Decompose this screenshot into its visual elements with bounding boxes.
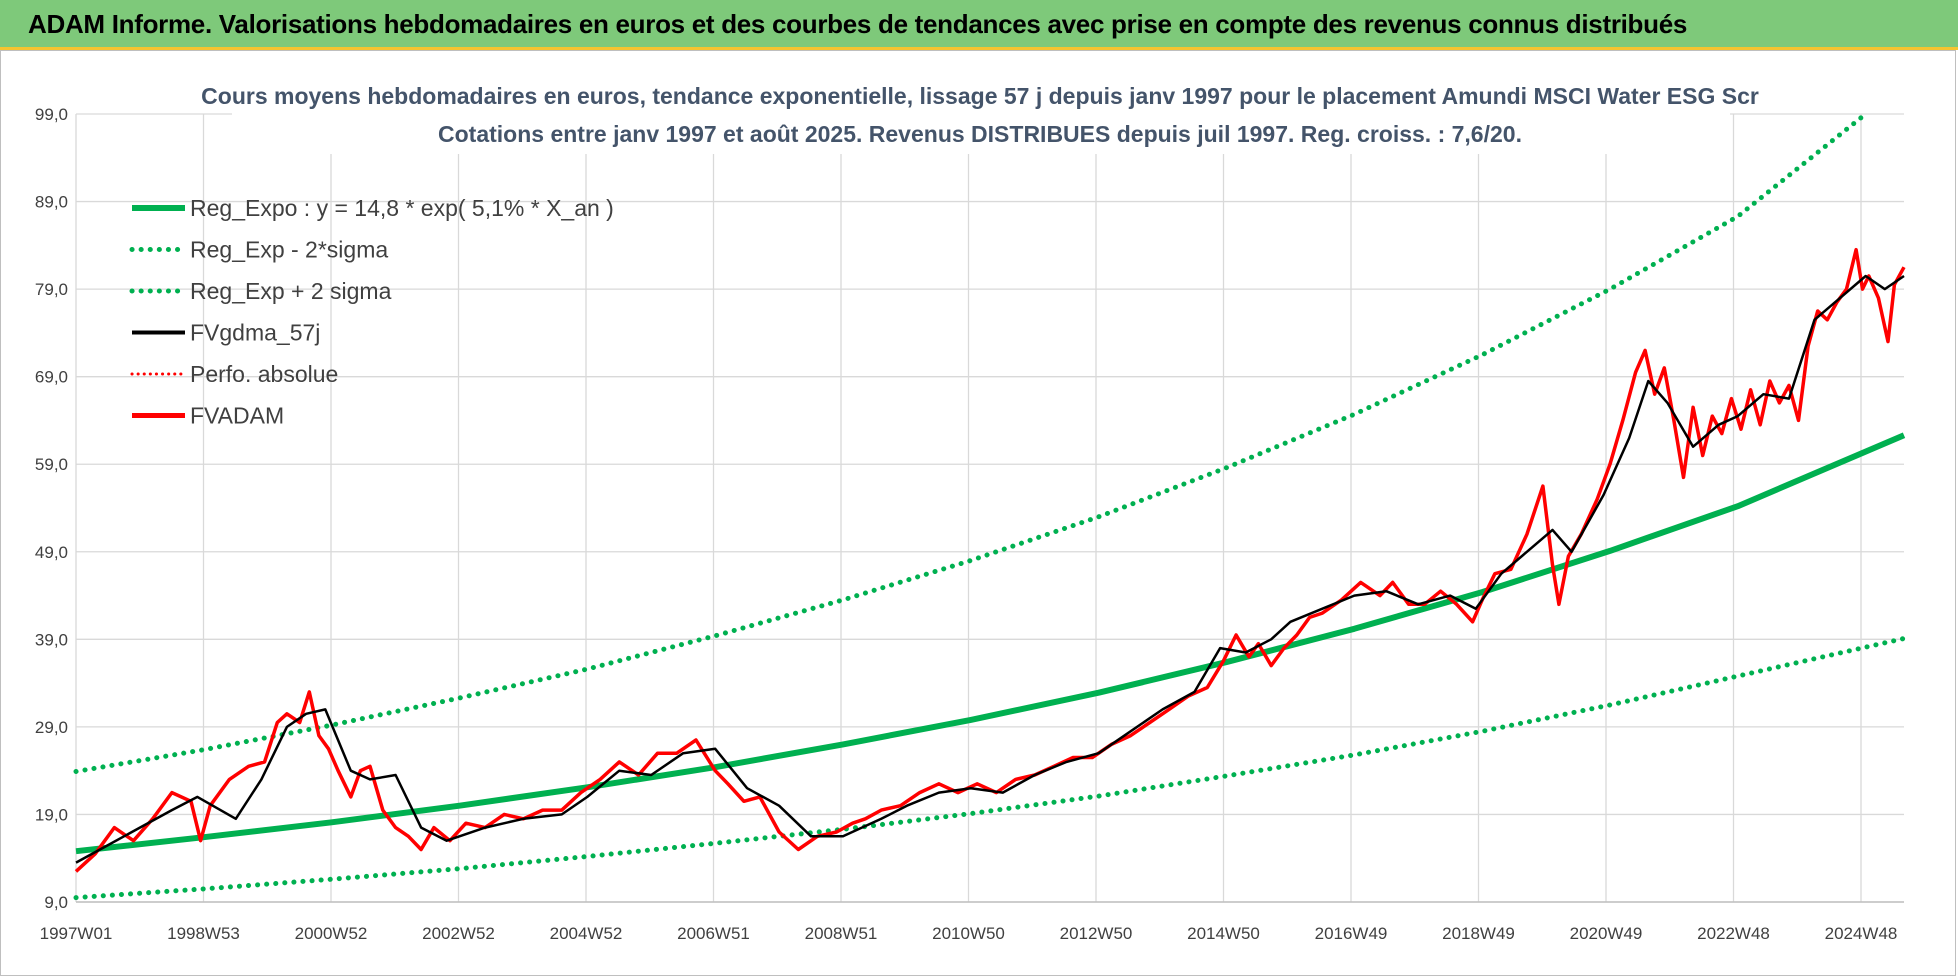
x-tick-label: 2012W50 [1060,924,1133,943]
x-tick-label: 2002W52 [422,924,495,943]
y-tick-label: 39,0 [35,630,68,649]
series-layer [73,111,1907,901]
chart-title-line-1: Cours moyens hebdomadaires en euros, ten… [201,83,1759,109]
x-tick-label: 1998W53 [167,924,240,943]
x-tick-label: 2014W50 [1187,924,1260,943]
chart-title-line-2: Cotations entre janv 1997 et août 2025. … [438,121,1522,147]
y-tick-label: 99,0 [35,105,68,124]
x-tick-label: 2004W52 [550,924,623,943]
x-tick-label: 2000W52 [295,924,368,943]
x-tick-label: 2010W50 [932,924,1005,943]
y-tick-label: 9,0 [44,893,68,912]
y-tick-label: 49,0 [35,543,68,562]
legend-label: FVADAM [190,403,284,429]
header-title: ADAM Informe. Valorisations hebdomadaire… [28,9,1688,39]
grid-lines [75,113,1904,903]
legend: Reg_Expo : y = 14,8 * exp( 5,1% * X_an )… [129,195,614,429]
x-tick-label: 2008W51 [805,924,878,943]
x-tick-label: 2022W48 [1697,924,1770,943]
y-tick-label: 79,0 [35,280,68,299]
x-tick-label: 2020W49 [1570,924,1643,943]
legend-label: Perfo. absolue [190,361,338,387]
chart-frame [0,50,1956,976]
header-bar: ADAM Informe. Valorisations hebdomadaire… [0,0,1958,50]
x-tick-label: 2024W48 [1825,924,1898,943]
legend-label: Reg_Exp - 2*sigma [190,237,388,263]
y-tick-label: 89,0 [35,193,68,212]
smoothed-57j-line [75,274,1905,864]
y-tick-label: 69,0 [35,368,68,387]
x-tick-label: 1997W01 [40,924,113,943]
x-tick-label: 2016W49 [1315,924,1388,943]
x-tick-label: 2018W49 [1442,924,1515,943]
y-tick-label: 19,0 [35,805,68,824]
fvadam-line [74,247,1906,873]
legend-label: FVgdma_57j [190,320,320,346]
y-tick-label: 29,0 [35,718,68,737]
tick-labels: 9,0 19,0 29,0 39,0 49,0 59,0 69,0 79,0 89,0 99,0 1… [35,105,1897,943]
legend-label: Reg_Expo : y = 14,8 * exp( 5,1% * X_an ) [190,195,614,221]
chart-title-background [232,70,1730,154]
legend-label: Reg_Exp + 2 sigma [190,278,392,304]
regression-minus-2sigma-line [73,636,1907,901]
regression-plus-2sigma-line [73,111,1869,774]
x-tick-label: 2006W51 [677,924,750,943]
y-tick-label: 59,0 [35,455,68,474]
